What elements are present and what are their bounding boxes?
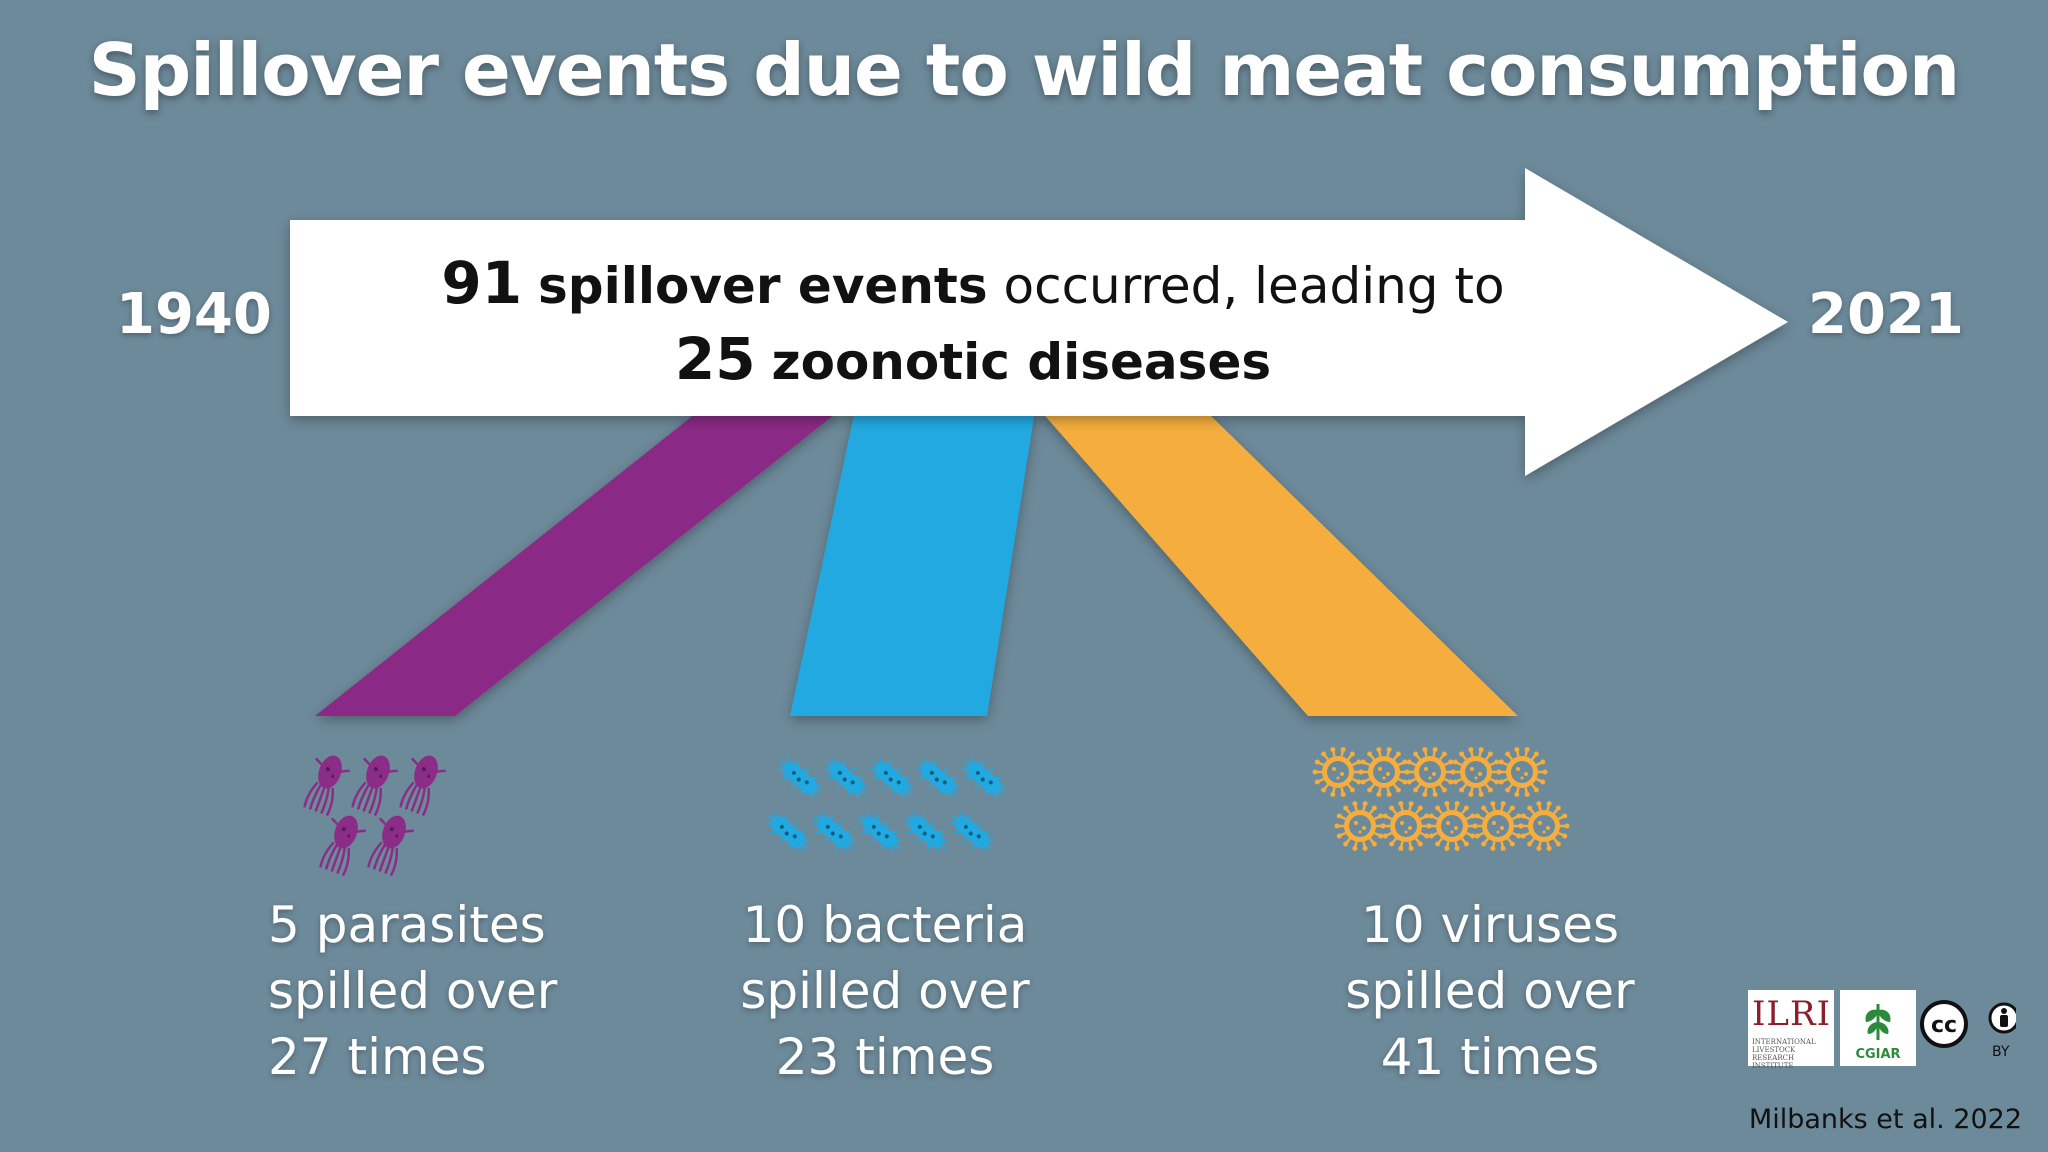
bacteria-caption-line: spilled over (740, 962, 1030, 1020)
virus-icon (1472, 801, 1524, 851)
disease-label: zoonotic diseases (771, 333, 1272, 391)
timeline-arrow (290, 168, 1788, 476)
arrow-text-line2: 25 zoonotic diseases (290, 322, 1656, 399)
parasite-icon (351, 755, 398, 817)
ilri-logo: ILRI INTERNATIONAL LIVESTOCK RESEARCH IN… (1748, 990, 1834, 1070)
cgiar-logo-text: CGIAR (1855, 1047, 1901, 1062)
parasites-caption-line: spilled over (268, 962, 558, 1020)
parasites-caption-line: 5 parasites (268, 896, 546, 954)
spillover-rest: occurred, leading to (1003, 257, 1505, 315)
virus-icon (1334, 801, 1386, 851)
bacteria-caption-line: 10 bacteria (742, 896, 1028, 954)
start-year: 1940 (116, 282, 272, 347)
viruses-caption-line: spilled over (1345, 962, 1635, 1020)
bacteria-caption-line: 23 times (775, 1028, 995, 1086)
virus-icon (1518, 801, 1570, 851)
bacterium-icon (870, 757, 914, 799)
citation: Milbanks et al. 2022 (1748, 1104, 2022, 1135)
virus-icon (1450, 747, 1502, 797)
viruses-caption-line: 41 times (1380, 1028, 1600, 1086)
viruses-caption-line: 10 viruses (1360, 896, 1620, 954)
end-year: 2021 (1808, 282, 1964, 347)
virus-icon (1358, 747, 1410, 797)
ilri-logo-text: ILRI (1752, 994, 1832, 1034)
parasites-caption-line: 27 times (268, 1028, 487, 1086)
viruses-caption: 10 viruses spilled over 41 times (1330, 892, 1650, 1090)
cgiar-leaf-icon (1865, 1004, 1891, 1040)
cgiar-logo: CGIAR (1840, 990, 1916, 1066)
bacterium-icon (950, 811, 994, 853)
parasite-icon (399, 755, 446, 817)
parasites-caption: 5 parasites spilled over 27 times (268, 892, 557, 1090)
arrow-text-line1: 91 spillover events occurred, leading to (290, 246, 1656, 323)
virus-icon (1380, 801, 1432, 851)
parasite-icon (319, 815, 366, 877)
spillover-count: 91 (441, 249, 523, 317)
virus-icon (1496, 747, 1548, 797)
bacteria-stream (790, 410, 1035, 716)
license-by-label: BY (1992, 1044, 2010, 1060)
creative-commons-icon: cc (1920, 1000, 2016, 1048)
bacterium-icon (858, 811, 902, 853)
parasite-icon (303, 755, 350, 817)
virus-icon (1312, 747, 1364, 797)
disease-count: 25 (674, 325, 756, 393)
bacterium-icon (962, 757, 1006, 799)
bacteria-icons (766, 757, 1006, 853)
virus-icons (1312, 747, 1570, 851)
bacterium-icon (812, 811, 856, 853)
parasite-icons (303, 755, 446, 877)
parasite-icon (367, 815, 414, 877)
spillover-label: spillover events (538, 257, 988, 315)
ilri-logo-subtext: INTERNATIONAL LIVESTOCK RESEARCH INSTITU… (1752, 1038, 1816, 1070)
bacterium-icon (916, 757, 960, 799)
bacterium-icon (766, 811, 810, 853)
cc-label: cc (1931, 1013, 1957, 1038)
virus-icon (1404, 747, 1456, 797)
virus-stream (1040, 410, 1518, 716)
parasite-stream (315, 410, 840, 716)
virus-icon (1426, 801, 1478, 851)
bacterium-icon (778, 757, 822, 799)
bacterium-icon (824, 757, 868, 799)
page-title: Spillover events due to wild meat consum… (88, 28, 1960, 112)
bacterium-icon (904, 811, 948, 853)
bacteria-caption: 10 bacteria spilled over 23 times (720, 892, 1050, 1090)
